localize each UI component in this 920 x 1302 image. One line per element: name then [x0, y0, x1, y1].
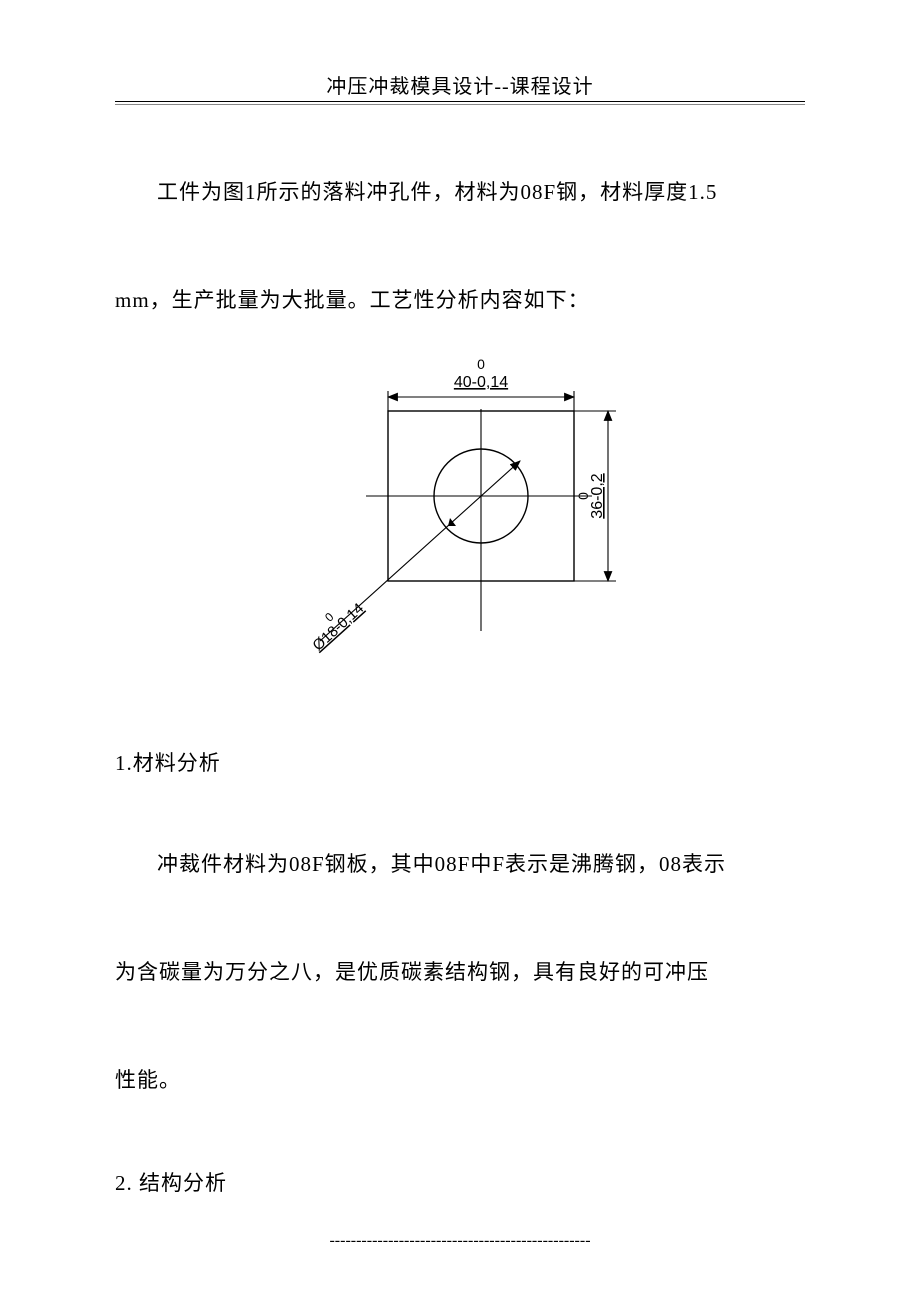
footer-dashes: ----------------------------------------…: [0, 1232, 920, 1250]
engineering-diagram: 0 40-0,14 0 36-0,2 0 Ø18-0,14: [115, 351, 805, 691]
diagram-svg: 0 40-0,14 0 36-0,2 0 Ø18-0,14: [270, 351, 650, 691]
top-dim-lower: 40-0,14: [454, 374, 508, 391]
header-underline: [115, 101, 805, 105]
page: 冲压冲裁模具设计--课程设计 工件为图1所示的落料冲孔件，材料为08F钢，材料厚…: [0, 0, 920, 1237]
section1-title: 1.材料分析: [115, 747, 805, 777]
diag-label-group: 0 Ø18-0,14: [301, 591, 367, 654]
intro-line1: 工件为图1所示的落料冲孔件，材料为08F钢，材料厚度1.5: [115, 171, 805, 213]
intro-line2: mm，生产批量为大批量。工艺性分析内容如下：: [115, 279, 805, 321]
header-title: 冲压冲裁模具设计--课程设计: [326, 76, 593, 98]
section1-body-l2: 为含碳量为万分之八，是优质碳素结构钢，具有良好的可冲压: [115, 951, 805, 993]
diag-text: Ø18-0,14: [309, 600, 367, 654]
section1-body-l1: 冲裁件材料为08F钢板，其中08F中F表示是沸腾钢，08表示: [115, 843, 805, 885]
section1-body-l3: 性能。: [115, 1059, 805, 1101]
right-dim-text: 36-0,2: [589, 473, 606, 518]
section2-title: 2. 结构分析: [115, 1167, 805, 1197]
top-dim-upper: 0: [477, 356, 485, 372]
page-header: 冲压冲裁模具设计--课程设计: [115, 70, 805, 105]
